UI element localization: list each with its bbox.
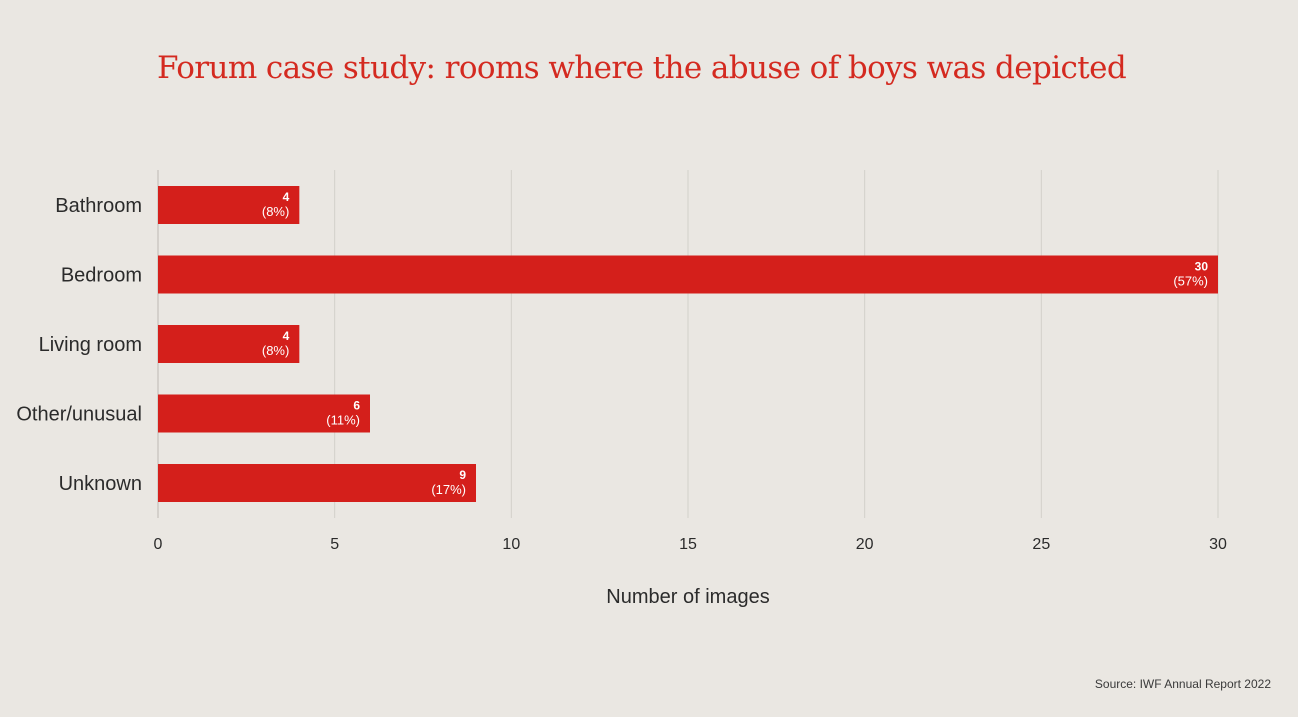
x-tick-label: 0 — [154, 536, 163, 553]
bar-value-label: 9 — [459, 468, 466, 482]
bar-percent-label: (8%) — [262, 204, 289, 219]
bars: 4(8%)30(57%)4(8%)6(11%)9(17%) — [158, 186, 1218, 502]
bar-percent-label: (8%) — [262, 343, 289, 358]
bar — [158, 255, 1218, 294]
bar-percent-label: (57%) — [1173, 274, 1208, 289]
bar-percent-label: (11%) — [326, 413, 360, 428]
x-tick-label: 5 — [330, 536, 339, 553]
x-tick-label: 30 — [1209, 536, 1227, 553]
bar-value-label: 4 — [283, 329, 290, 343]
category-label: Living room — [39, 334, 142, 356]
bar-value-label: 30 — [1195, 260, 1209, 274]
category-labels: Bathroom Bedroom Living room Other/unusual U… — [16, 195, 142, 495]
x-tick-label: 20 — [856, 536, 874, 553]
bar-percent-label: (17%) — [431, 482, 466, 497]
x-tick-label: 10 — [502, 536, 520, 553]
chart-title: Forum case study: rooms where the abuse … — [157, 50, 1127, 86]
bar — [158, 186, 300, 224]
gridlines — [157, 170, 1219, 518]
bar — [158, 394, 370, 433]
x-tick-label: 25 — [1032, 536, 1050, 553]
category-label: Unknown — [59, 473, 142, 495]
bar-value-label: 4 — [283, 190, 290, 204]
category-label: Bedroom — [61, 265, 142, 287]
source-note: Source: IWF Annual Report 2022 — [1094, 677, 1271, 691]
x-axis-title: Number of images — [606, 586, 769, 608]
x-tick-label: 15 — [679, 536, 697, 553]
bar — [158, 464, 476, 502]
x-tick-labels: 0 5 10 15 20 25 30 — [154, 536, 1227, 553]
bar — [158, 325, 300, 363]
category-label: Other/unusual — [16, 404, 142, 426]
bar-value-label: 6 — [353, 399, 360, 413]
category-label: Bathroom — [55, 195, 142, 217]
